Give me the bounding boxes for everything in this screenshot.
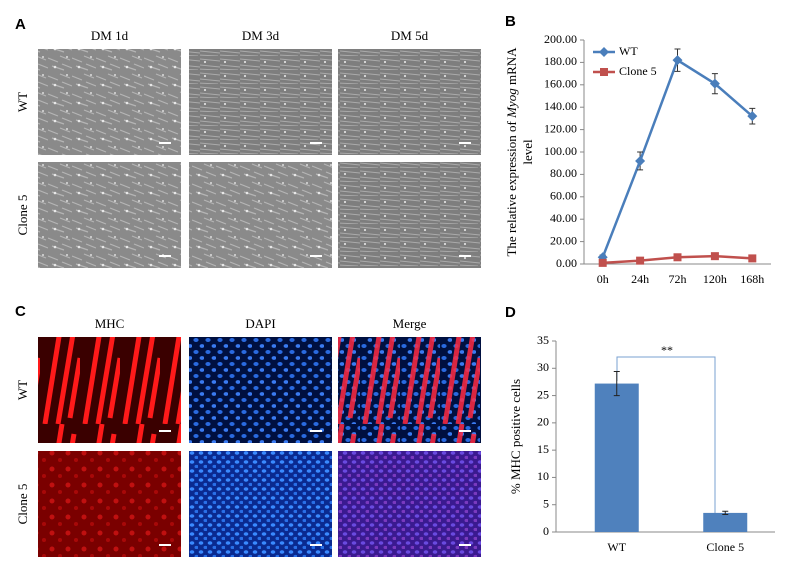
y-tick-label: 120.00	[544, 121, 577, 135]
column-label: DAPI	[245, 316, 275, 331]
y-axis-label: % MHC positive cells	[508, 379, 523, 494]
significance-bracket	[616, 356, 716, 525]
y-tick-label: 5	[543, 496, 549, 510]
y-tick-label: 160.00	[544, 77, 577, 91]
x-tick-label: WT	[607, 540, 626, 554]
legend-marker	[599, 47, 609, 57]
marker	[635, 155, 646, 166]
y-tick-label: 200.00	[544, 32, 577, 46]
x-tick-label: 120h	[703, 272, 727, 286]
marker	[636, 256, 645, 265]
row-label: WT	[15, 92, 30, 112]
annotation: **	[661, 343, 673, 357]
column-label: DM 1d	[91, 28, 129, 43]
y-tick-label: 0	[543, 524, 549, 538]
column-label: DM 5d	[391, 28, 429, 43]
y-tick-label: 60.00	[550, 189, 577, 203]
y-axis-label-part: The relative expression of	[504, 118, 519, 257]
micrograph	[189, 162, 332, 268]
micrograph	[338, 49, 481, 155]
y-tick-label: 30	[537, 360, 549, 374]
y-tick-label: 0.00	[556, 256, 577, 270]
y-tick-label: 40.00	[550, 211, 577, 225]
y-tick-label: 180.00	[544, 54, 577, 68]
marker	[748, 254, 757, 263]
y-tick-label: 140.00	[544, 99, 577, 113]
marker	[710, 252, 719, 261]
y-tick-label: 80.00	[550, 166, 577, 180]
x-tick-label: 24h	[631, 272, 649, 286]
marker	[598, 258, 607, 267]
y-axis-label-part: mRNA	[504, 47, 519, 88]
y-axis-label: The relative expression of Myog mRNA	[504, 47, 519, 257]
legend-label: Clone 5	[619, 64, 657, 78]
micrograph	[338, 337, 481, 443]
panel-label: D	[505, 304, 516, 321]
row-label: Clone 5	[15, 195, 30, 236]
column-label: DM 3d	[242, 28, 280, 43]
bar	[703, 512, 748, 532]
micrograph	[189, 337, 332, 443]
y-tick-label: 35	[537, 333, 549, 347]
micrograph	[38, 451, 181, 557]
y-tick-label: 10	[537, 469, 549, 483]
panel-label: B	[505, 13, 516, 30]
y-axis-label: level	[520, 139, 535, 165]
micrograph	[189, 49, 332, 155]
marker	[747, 111, 758, 122]
panel-label: A	[15, 16, 26, 33]
micrograph	[38, 337, 181, 443]
marker	[673, 253, 682, 262]
marker	[672, 55, 683, 66]
x-tick-label: 168h	[740, 272, 764, 286]
legend-marker	[600, 68, 608, 76]
data-line	[601, 58, 754, 258]
x-tick-label: Clone 5	[706, 540, 744, 554]
y-tick-label: 100.00	[544, 144, 577, 158]
x-tick-label: 0h	[597, 272, 609, 286]
panel-label: C	[15, 303, 26, 320]
y-tick-label: 25	[537, 387, 549, 401]
column-label: MHC	[95, 316, 125, 331]
micrograph	[338, 162, 481, 268]
y-tick-label: 15	[537, 442, 549, 456]
y-axis-label-part: Myog	[504, 88, 519, 119]
row-label: WT	[15, 380, 30, 400]
column-label: Merge	[393, 316, 427, 331]
legend-label: WT	[619, 44, 638, 58]
micrograph	[38, 162, 181, 268]
row-label: Clone 5	[15, 484, 30, 525]
micrograph	[38, 49, 181, 155]
x-tick-label: 72h	[669, 272, 687, 286]
marker	[709, 78, 720, 89]
error-bar	[722, 510, 729, 516]
error-bar	[613, 371, 620, 397]
y-tick-label: 20	[537, 415, 549, 429]
micrograph	[338, 451, 481, 557]
y-tick-label: 20.00	[550, 233, 577, 247]
bar	[594, 383, 639, 532]
micrograph	[189, 451, 332, 557]
